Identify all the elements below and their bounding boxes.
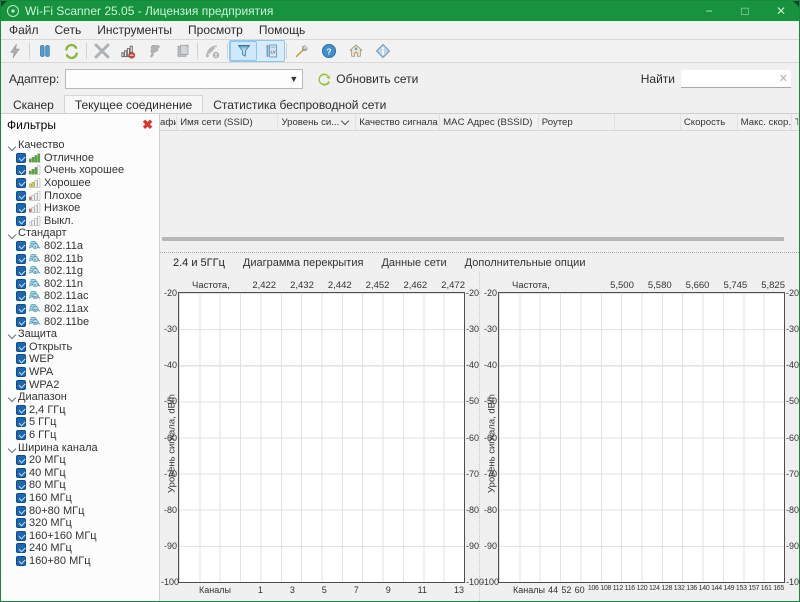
svg-text:ac: ac [34,295,38,299]
svg-text:b: b [34,257,36,261]
svg-text:?: ? [326,46,331,56]
svg-text:LV: LV [270,49,275,54]
svg-text:be: be [33,320,37,324]
svg-text:g: g [34,270,36,274]
svg-text:n: n [34,283,36,287]
svg-text:ax: ax [34,308,38,312]
svg-text:a: a [34,245,36,249]
